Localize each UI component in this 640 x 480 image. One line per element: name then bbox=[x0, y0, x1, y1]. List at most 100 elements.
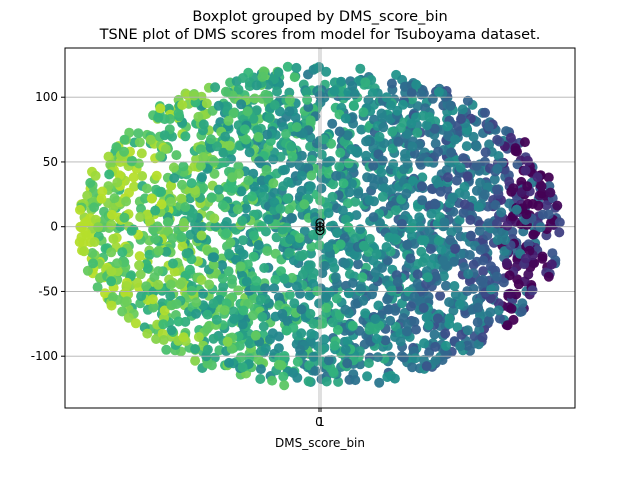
scatter-point bbox=[137, 171, 148, 181]
scatter-point bbox=[401, 326, 412, 337]
scatter-point bbox=[459, 181, 470, 192]
scatter-point bbox=[289, 298, 300, 309]
scatter-point bbox=[358, 107, 369, 118]
scatter-point bbox=[175, 279, 186, 290]
scatter-point bbox=[500, 235, 510, 245]
scatter-point bbox=[133, 128, 144, 139]
scatter-point bbox=[209, 352, 220, 363]
scatter-point bbox=[218, 147, 229, 158]
scatter-point bbox=[235, 261, 246, 272]
scatter-point bbox=[135, 269, 146, 280]
scatter-point bbox=[393, 136, 404, 147]
scatter-point bbox=[450, 134, 460, 145]
scatter-point bbox=[421, 361, 432, 372]
scatter-point bbox=[425, 244, 436, 254]
scatter-point bbox=[299, 199, 310, 210]
scatter-point bbox=[124, 127, 135, 138]
scatter-point bbox=[454, 299, 465, 310]
scatter-point bbox=[142, 328, 153, 339]
scatter-point bbox=[153, 266, 164, 277]
scatter-point bbox=[342, 358, 353, 369]
scatter-point bbox=[75, 204, 85, 215]
scatter-point bbox=[306, 170, 317, 181]
scatter-point bbox=[422, 311, 433, 321]
scatter-point bbox=[349, 89, 360, 100]
scatter-point bbox=[492, 163, 503, 174]
scatter-point bbox=[367, 289, 377, 300]
scatter-point bbox=[209, 213, 220, 224]
scatter-point bbox=[159, 130, 170, 141]
scatter-point bbox=[337, 205, 348, 216]
scatter-point bbox=[411, 324, 421, 335]
scatter-point bbox=[449, 243, 460, 254]
scatter-point bbox=[121, 196, 132, 207]
scatter-point bbox=[432, 313, 443, 324]
scatter-point bbox=[228, 306, 239, 317]
scatter-point bbox=[198, 152, 209, 163]
scatter-point bbox=[81, 230, 92, 241]
scatter-point bbox=[440, 328, 451, 339]
scatter-point bbox=[306, 328, 317, 339]
scatter-point bbox=[202, 344, 213, 355]
scatter-point bbox=[253, 132, 264, 142]
scatter-point bbox=[234, 244, 245, 255]
scatter-point bbox=[371, 333, 382, 344]
scatter-point bbox=[117, 247, 128, 258]
scatter-point bbox=[108, 233, 119, 244]
scatter-point bbox=[319, 260, 330, 271]
scatter-point bbox=[433, 235, 444, 246]
scatter-point bbox=[377, 191, 388, 202]
scatter-point bbox=[334, 126, 345, 137]
scatter-point bbox=[297, 269, 308, 280]
scatter-point bbox=[260, 283, 271, 294]
scatter-point bbox=[364, 233, 375, 244]
boxplot-layer bbox=[315, 218, 325, 236]
y-tick-label: 50 bbox=[43, 155, 58, 169]
scatter-point bbox=[249, 93, 260, 104]
scatter-point bbox=[263, 93, 274, 104]
scatter-point bbox=[316, 344, 327, 355]
scatter-point bbox=[329, 263, 340, 273]
scatter-point bbox=[89, 237, 100, 247]
scatter-point bbox=[227, 183, 238, 194]
x-tick-label: 0 bbox=[315, 415, 323, 429]
scatter-point bbox=[380, 335, 391, 346]
scatter-point bbox=[165, 290, 176, 301]
scatter-point bbox=[248, 251, 259, 262]
scatter-point bbox=[439, 217, 450, 228]
scatter-point bbox=[241, 203, 252, 214]
scatter-point bbox=[219, 305, 230, 316]
grid-layer bbox=[65, 48, 575, 408]
scatter-point bbox=[473, 302, 484, 313]
scatter-point bbox=[329, 86, 340, 96]
scatter-point bbox=[441, 340, 451, 351]
scatter-point bbox=[255, 294, 266, 305]
scatter-point bbox=[429, 329, 440, 340]
scatter-point bbox=[233, 161, 244, 172]
scatter-point bbox=[491, 271, 502, 282]
scatter-point bbox=[159, 305, 170, 316]
scatter-point bbox=[308, 267, 319, 278]
scatter-point bbox=[554, 217, 565, 228]
scatter-point bbox=[173, 108, 184, 119]
scatter-point bbox=[522, 155, 533, 166]
scatter-point bbox=[436, 244, 447, 255]
scatter-point bbox=[543, 172, 554, 183]
scatter-point bbox=[269, 197, 280, 208]
scatter-point bbox=[158, 319, 169, 330]
scatter-point bbox=[153, 112, 164, 123]
scatter-point bbox=[407, 362, 418, 373]
chart-title-line-1: Boxplot grouped by DMS_score_bin bbox=[192, 9, 448, 25]
scatter-point bbox=[316, 149, 327, 160]
scatter-point bbox=[310, 365, 321, 376]
scatter-point bbox=[523, 269, 534, 280]
scatter-point bbox=[328, 179, 339, 190]
scatter-point bbox=[289, 72, 300, 83]
scatter-point bbox=[412, 127, 423, 138]
scatter-point bbox=[223, 266, 234, 277]
scatter-point bbox=[279, 380, 290, 391]
scatter-point bbox=[284, 247, 295, 258]
scatter-point bbox=[342, 130, 353, 141]
scatter-point bbox=[363, 358, 374, 369]
scatter-point bbox=[176, 232, 187, 243]
